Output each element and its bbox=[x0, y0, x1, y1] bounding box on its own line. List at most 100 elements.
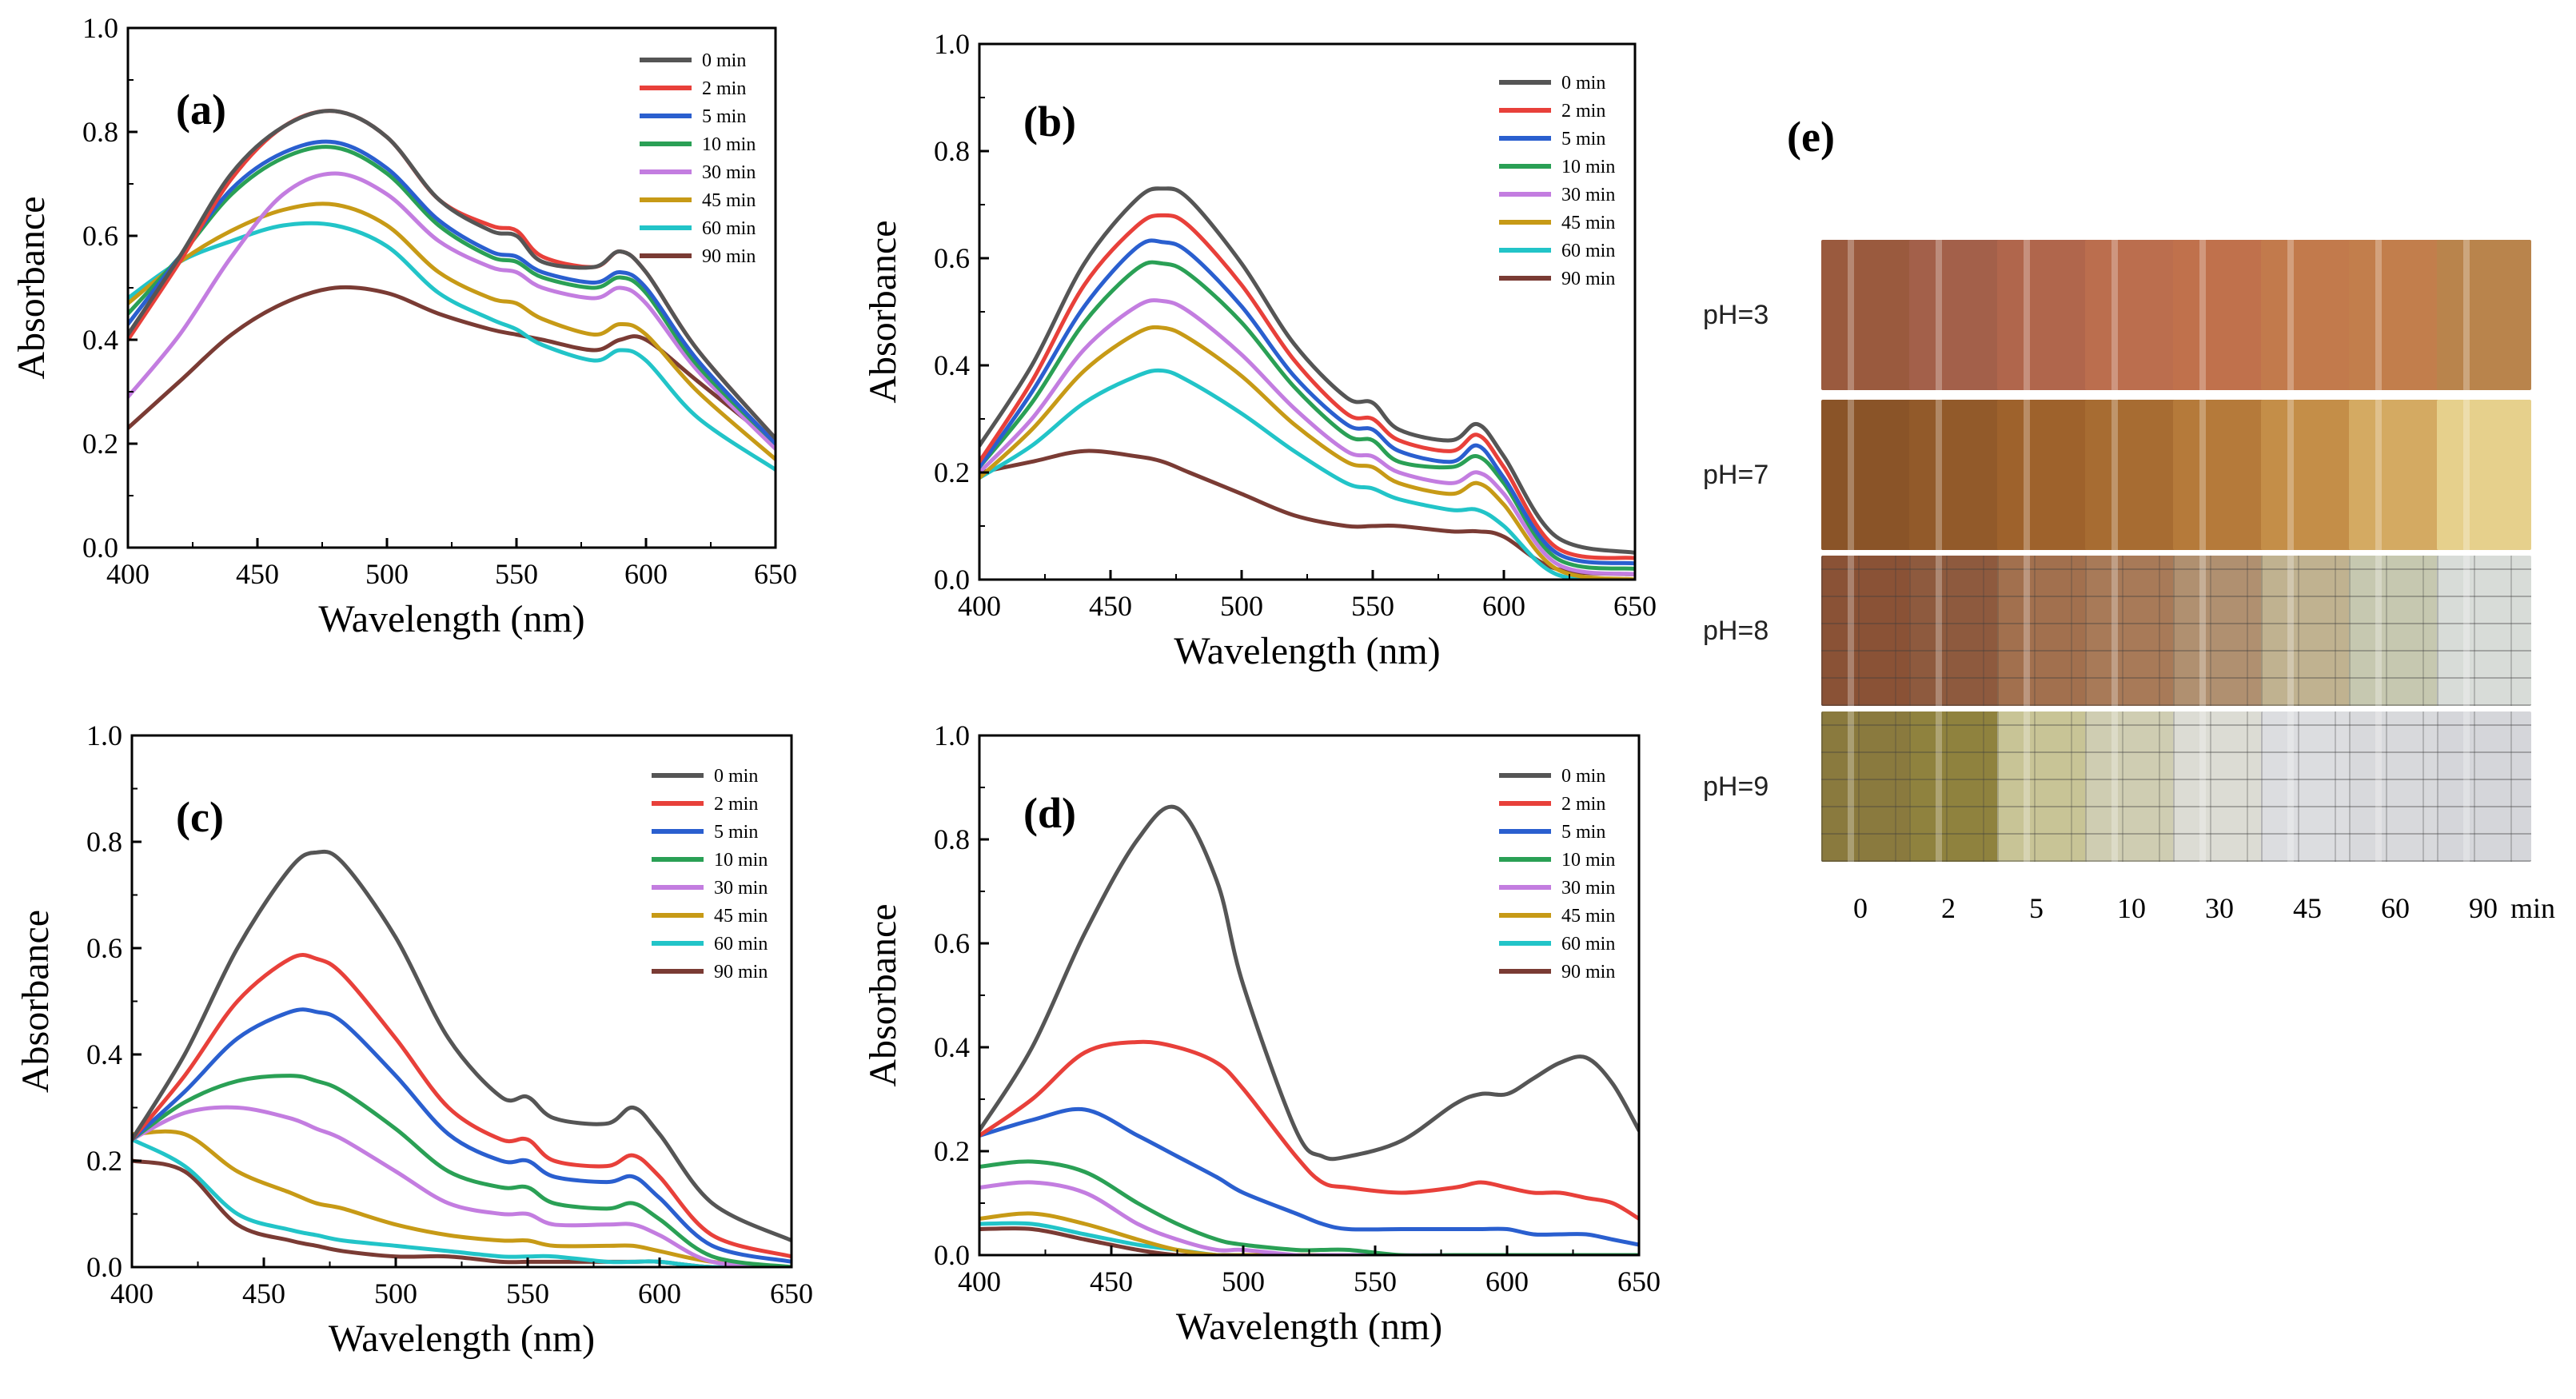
row-label-pH-9: pH=9 bbox=[1703, 771, 1769, 802]
x-tick-label: 550 bbox=[1354, 1265, 1397, 1297]
sample-tube bbox=[1821, 556, 1916, 706]
legend-label: 2 min bbox=[1561, 101, 1605, 122]
legend-label: 30 min bbox=[702, 162, 756, 183]
y-tick-label: 0.0 bbox=[934, 1239, 970, 1271]
legend-label: 60 min bbox=[702, 218, 756, 239]
series-line-0-min bbox=[979, 804, 1639, 1162]
panel-label: (a) bbox=[176, 86, 226, 134]
sample-tube bbox=[2437, 240, 2531, 390]
y-tick-label: 0.8 bbox=[86, 826, 122, 858]
y-tick-label: 0.4 bbox=[934, 349, 970, 381]
plot-frame bbox=[130, 734, 793, 1269]
chart-panel-a: 400 450 500 550 600 650 0.0 0.2 0.4 0.6 0.8 1.0 Wave… bbox=[10, 12, 797, 640]
x-tick-label: 400 bbox=[106, 558, 150, 590]
legend-label: 2 min bbox=[714, 794, 758, 815]
sample-tube bbox=[2437, 400, 2531, 550]
x-tick-label: 400 bbox=[958, 1265, 1001, 1297]
sample-tube bbox=[2085, 240, 2179, 390]
x-tick-label: 600 bbox=[1482, 590, 1525, 622]
series-line-60-min bbox=[979, 368, 1635, 580]
sample-tube bbox=[1909, 400, 2004, 550]
sample-tube bbox=[2349, 711, 2443, 862]
series-line-90-min bbox=[979, 1226, 1639, 1255]
sample-tube bbox=[2349, 240, 2443, 390]
sample-tube bbox=[1909, 711, 2004, 862]
x-tick-label: 450 bbox=[236, 558, 279, 590]
time-column-label: 30 bbox=[2205, 892, 2234, 924]
x-tick-label: 500 bbox=[1222, 1265, 1265, 1297]
time-column-label: 5 bbox=[2029, 892, 2044, 924]
row-label-pH-8: pH=8 bbox=[1703, 616, 1769, 646]
legend-label: 0 min bbox=[702, 50, 746, 71]
series-line-2-min bbox=[132, 953, 792, 1259]
x-tick-label: 450 bbox=[242, 1277, 285, 1309]
y-tick-label: 0.8 bbox=[82, 116, 118, 148]
y-tick-label: 0.2 bbox=[934, 456, 970, 488]
sample-tube bbox=[2261, 240, 2355, 390]
legend-label: 60 min bbox=[1561, 934, 1615, 955]
series-line-30-min bbox=[979, 298, 1635, 576]
sample-tube bbox=[1997, 240, 2092, 390]
sample-tube bbox=[2349, 400, 2443, 550]
series-line-60-min bbox=[979, 1221, 1639, 1255]
panel-label: (c) bbox=[176, 793, 224, 841]
legend-label: 5 min bbox=[1561, 129, 1605, 149]
legend-label: 90 min bbox=[714, 962, 768, 982]
series-line-0-min bbox=[979, 186, 1635, 555]
sample-tube bbox=[2085, 556, 2179, 706]
x-tick-label: 450 bbox=[1090, 1265, 1133, 1297]
x-tick-label: 550 bbox=[1351, 590, 1394, 622]
series-line-5-min bbox=[979, 1106, 1639, 1247]
sample-tube bbox=[2437, 711, 2531, 862]
panel-label: (b) bbox=[1023, 98, 1076, 145]
y-axis-title: Absorbance bbox=[10, 196, 53, 379]
series-line-45-min bbox=[979, 1211, 1639, 1255]
sample-tube bbox=[2261, 400, 2355, 550]
legend-label: 30 min bbox=[714, 878, 768, 899]
legend-label: 0 min bbox=[1561, 766, 1605, 787]
series-group bbox=[979, 804, 1639, 1255]
series-line-5-min bbox=[979, 238, 1635, 566]
legend-label: 10 min bbox=[714, 850, 768, 871]
series-line-0-min bbox=[132, 849, 792, 1243]
y-axis-title: Absorbance bbox=[14, 910, 57, 1093]
sample-tube bbox=[2173, 556, 2267, 706]
legend-label: 5 min bbox=[702, 106, 746, 127]
time-unit-label: min bbox=[2510, 892, 2556, 924]
sample-tube bbox=[1821, 711, 1916, 862]
series-line-45-min bbox=[128, 201, 776, 461]
y-tick-label: 0.8 bbox=[934, 135, 970, 167]
x-tick-label: 550 bbox=[495, 558, 538, 590]
x-tick-label: 600 bbox=[1485, 1265, 1529, 1297]
y-tick-label: 1.0 bbox=[86, 719, 122, 751]
y-tick-label: 0.4 bbox=[934, 1031, 970, 1063]
series-group bbox=[128, 109, 776, 472]
y-tick-label: 0.4 bbox=[82, 324, 118, 356]
series-line-0-min bbox=[128, 109, 776, 440]
x-tick-label: 650 bbox=[770, 1277, 813, 1309]
legend-label: 30 min bbox=[1561, 185, 1615, 205]
legend-label: 90 min bbox=[702, 246, 756, 267]
series-line-10-min bbox=[128, 145, 776, 446]
series-line-45-min bbox=[132, 1129, 792, 1267]
y-tick-label: 1.0 bbox=[934, 28, 970, 60]
series-line-30-min bbox=[132, 1105, 792, 1267]
x-tick-label: 650 bbox=[754, 558, 797, 590]
legend-label: 30 min bbox=[1561, 878, 1615, 899]
legend-label: 0 min bbox=[1561, 73, 1605, 94]
photo-grid-panel: (e) pH=3 pH=7 pH=8 pH=9 0 2 5 10 30 45 60 90 min bbox=[1703, 112, 2566, 959]
series-line-10-min bbox=[979, 260, 1635, 572]
y-tick-label: 0.0 bbox=[82, 532, 118, 564]
series-line-60-min bbox=[132, 1137, 792, 1267]
y-tick-label: 0.2 bbox=[82, 428, 118, 460]
y-tick-label: 0.0 bbox=[934, 564, 970, 596]
sample-tube bbox=[1821, 400, 1916, 550]
sample-tube bbox=[1909, 556, 2004, 706]
series-line-10-min bbox=[979, 1159, 1639, 1255]
series-line-2-min bbox=[979, 1039, 1639, 1221]
series-line-5-min bbox=[132, 1007, 792, 1264]
legend-label: 0 min bbox=[714, 766, 758, 787]
plot-frame bbox=[978, 42, 1637, 581]
series-line-30-min bbox=[979, 1180, 1639, 1255]
sample-tube bbox=[1821, 240, 1916, 390]
